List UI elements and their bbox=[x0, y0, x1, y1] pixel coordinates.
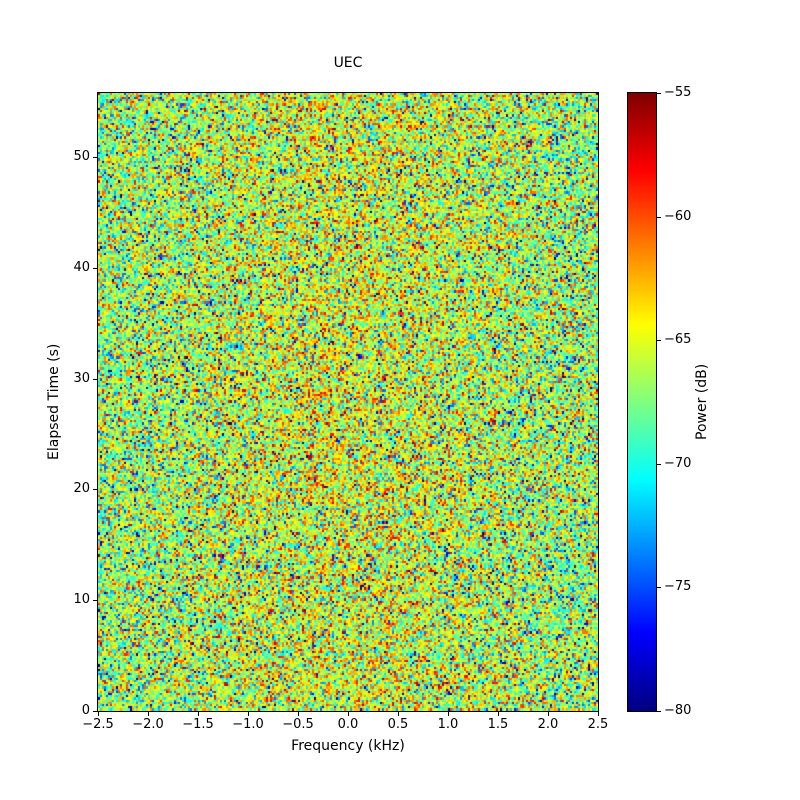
colorbar-tick-label: −80 bbox=[664, 703, 692, 718]
x-axis-label: Frequency (kHz) bbox=[291, 738, 405, 754]
tick-mark bbox=[298, 712, 299, 716]
colorbar-tick-label: −60 bbox=[664, 209, 692, 224]
y-tick-label: 40 bbox=[73, 260, 90, 275]
tick-mark bbox=[657, 464, 661, 465]
tick-mark bbox=[93, 489, 97, 490]
y-axis-label: Elapsed Time (s) bbox=[46, 343, 62, 461]
x-tick-label: 2.0 bbox=[537, 717, 559, 732]
tick-mark bbox=[93, 157, 97, 158]
tick-mark bbox=[598, 712, 599, 716]
plot-area-frame bbox=[97, 92, 599, 712]
tick-mark bbox=[93, 600, 97, 601]
tick-mark bbox=[348, 712, 349, 716]
x-tick-label: 1.0 bbox=[437, 717, 459, 732]
tick-mark bbox=[657, 93, 661, 94]
y-tick-label: 0 bbox=[81, 703, 90, 718]
tick-mark bbox=[248, 712, 249, 716]
x-tick-label: 2.5 bbox=[587, 717, 609, 732]
tick-mark bbox=[498, 712, 499, 716]
tick-mark bbox=[148, 712, 149, 716]
colorbar-tick-label: −55 bbox=[664, 85, 692, 100]
colorbar-tick-label: −65 bbox=[664, 332, 692, 347]
x-tick-label: 0.5 bbox=[387, 717, 409, 732]
y-tick-label: 50 bbox=[73, 149, 90, 164]
colorbar-tick-label: −70 bbox=[664, 456, 692, 471]
x-tick-label: 1.5 bbox=[487, 717, 509, 732]
colorbar-axis-label: Power (dB) bbox=[694, 363, 710, 441]
x-tick-label: −2.5 bbox=[82, 717, 114, 732]
tick-mark bbox=[448, 712, 449, 716]
tick-mark bbox=[657, 217, 661, 218]
tick-mark bbox=[657, 340, 661, 341]
tick-mark bbox=[93, 268, 97, 269]
y-tick-label: 30 bbox=[73, 371, 90, 386]
colorbar-tick-label: −75 bbox=[664, 579, 692, 594]
tick-mark bbox=[657, 587, 661, 588]
tick-mark bbox=[198, 712, 199, 716]
spectrogram-canvas bbox=[98, 93, 598, 711]
tick-mark bbox=[93, 379, 97, 380]
colorbar-canvas bbox=[628, 93, 656, 711]
x-tick-label: −2.0 bbox=[132, 717, 164, 732]
tick-mark bbox=[657, 711, 661, 712]
tick-mark bbox=[398, 712, 399, 716]
x-tick-label: 0.0 bbox=[337, 717, 359, 732]
y-tick-label: 20 bbox=[73, 481, 90, 496]
y-tick-label: 10 bbox=[73, 592, 90, 607]
colorbar-frame bbox=[627, 92, 657, 712]
tick-mark bbox=[548, 712, 549, 716]
plot-title: UEC bbox=[333, 55, 363, 71]
x-tick-label: −1.5 bbox=[182, 717, 214, 732]
tick-mark bbox=[98, 712, 99, 716]
x-tick-label: −0.5 bbox=[282, 717, 314, 732]
x-tick-label: −1.0 bbox=[232, 717, 264, 732]
tick-mark bbox=[93, 711, 97, 712]
